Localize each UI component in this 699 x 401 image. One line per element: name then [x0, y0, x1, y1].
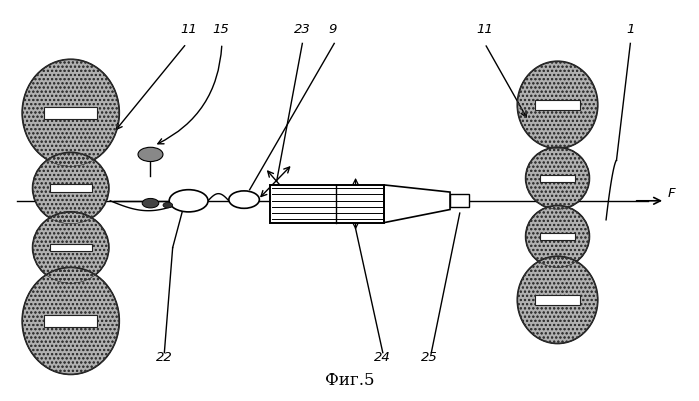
Bar: [535, 101, 579, 110]
Circle shape: [163, 203, 173, 209]
Circle shape: [142, 199, 159, 209]
Bar: [540, 233, 575, 240]
Polygon shape: [384, 186, 450, 223]
Circle shape: [229, 191, 259, 209]
Bar: [44, 315, 97, 327]
Ellipse shape: [526, 206, 589, 268]
Text: F: F: [668, 187, 676, 200]
Circle shape: [138, 148, 163, 162]
Text: 1: 1: [626, 23, 635, 36]
Bar: [50, 185, 92, 192]
Bar: [535, 296, 579, 305]
Text: 11: 11: [180, 23, 197, 36]
Ellipse shape: [22, 60, 120, 167]
Bar: [50, 244, 92, 252]
Text: 9: 9: [328, 23, 336, 36]
Ellipse shape: [517, 257, 598, 344]
Text: 23: 23: [294, 23, 311, 36]
Text: 24: 24: [375, 350, 391, 363]
Ellipse shape: [517, 62, 598, 149]
Text: 15: 15: [212, 23, 229, 36]
Text: 11: 11: [476, 23, 493, 36]
Text: 22: 22: [156, 350, 173, 363]
Ellipse shape: [526, 148, 589, 210]
Ellipse shape: [33, 213, 109, 284]
Bar: [270, 186, 384, 223]
Text: Фиг.5: Фиг.5: [325, 371, 374, 388]
Bar: [450, 195, 470, 208]
Ellipse shape: [33, 153, 109, 224]
Text: 25: 25: [421, 350, 438, 363]
Bar: [44, 107, 97, 119]
Bar: [540, 175, 575, 182]
Circle shape: [169, 190, 208, 213]
Ellipse shape: [22, 268, 120, 375]
